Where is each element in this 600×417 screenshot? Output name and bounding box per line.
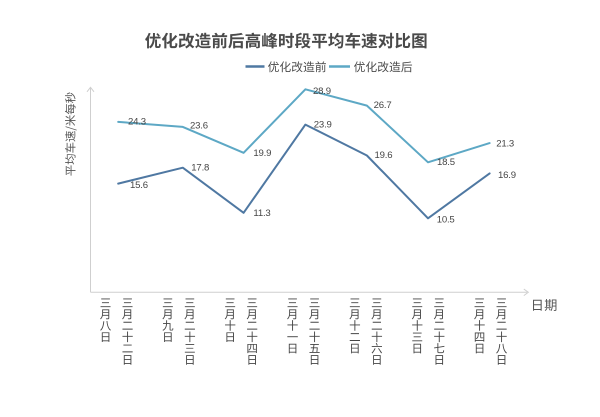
svg-text:19.6: 19.6 [375, 150, 393, 161]
svg-text:11.3: 11.3 [253, 208, 270, 219]
svg-text:24.3: 24.3 [128, 116, 146, 127]
svg-text:10.5: 10.5 [437, 215, 455, 226]
svg-text:17.8: 17.8 [191, 163, 209, 174]
svg-text:19.9: 19.9 [253, 148, 271, 159]
svg-text:18.5: 18.5 [437, 157, 455, 168]
svg-text:15.6: 15.6 [130, 180, 148, 191]
svg-text:26.7: 26.7 [374, 100, 392, 111]
svg-text:16.9: 16.9 [498, 170, 516, 181]
svg-text:23.6: 23.6 [190, 121, 208, 132]
svg-text:28.9: 28.9 [313, 86, 331, 97]
svg-text:23.9: 23.9 [314, 120, 332, 131]
svg-text:21.3: 21.3 [496, 138, 514, 149]
